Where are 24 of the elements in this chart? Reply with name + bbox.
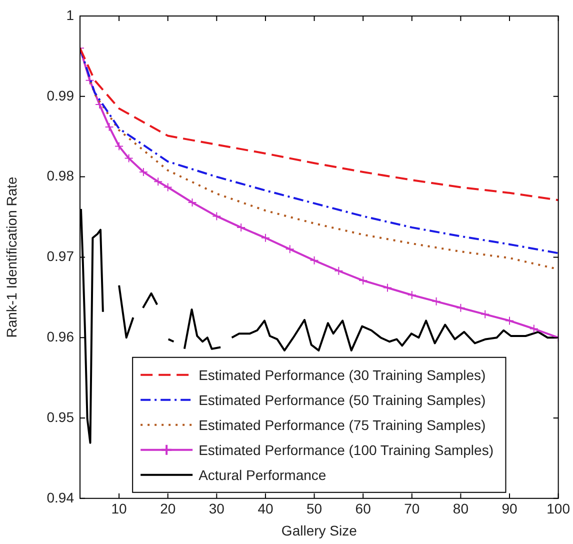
x-tick-label: 70 [404,500,420,517]
x-tick-label: 90 [502,500,518,517]
x-tick-label: 80 [452,500,469,517]
y-tick-label: 0.95 [46,408,74,425]
legend-label: Estimated Performance (100 Training Samples) [198,442,494,458]
x-tick-label: 40 [258,500,274,517]
y-tick-label: 0.97 [46,248,74,264]
y-tick-label: 0.98 [46,168,74,184]
x-axis-title: Gallery Size [281,522,358,538]
y-tick-label: 0.99 [46,87,74,104]
x-tick-label: 50 [306,500,322,517]
y-axis-title: Rank-1 Identification Rate [3,176,20,338]
legend-label: Actural Performance [198,466,326,483]
x-tick-label: 20 [160,500,176,517]
x-tick-label: 100 [546,500,570,517]
legend-label: Estimated Performance (50 Training Samples) [198,392,486,408]
legend-label: Estimated Performance (30 Training Samples) [198,366,486,383]
x-tick-label: 10 [111,500,128,517]
y-tick-label: 0.94 [46,489,74,506]
y-tick-label: 0.96 [46,328,74,344]
x-tick-label: 30 [208,500,225,517]
x-tick-label: 60 [355,500,372,517]
y-tick-label: 1 [66,6,74,23]
legend-label: Estimated Performance (75 Training Samples) [198,416,486,433]
